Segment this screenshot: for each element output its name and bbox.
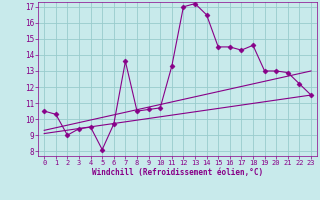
X-axis label: Windchill (Refroidissement éolien,°C): Windchill (Refroidissement éolien,°C) (92, 168, 263, 177)
